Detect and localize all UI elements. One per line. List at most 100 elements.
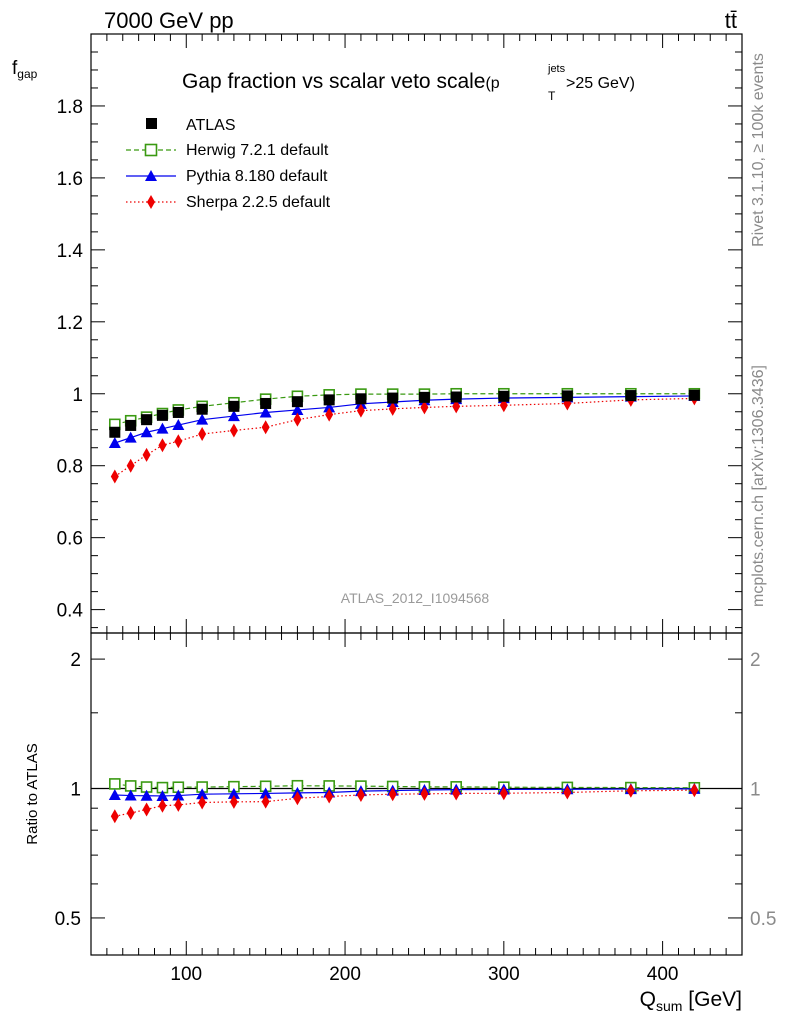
ratio-point-sherpa	[158, 798, 167, 813]
ratio-point-pythia	[124, 789, 137, 801]
data-point-sherpa	[110, 469, 119, 484]
data-point-atlas	[387, 392, 399, 404]
analysis-watermark: ATLAS_2012_I1094568	[341, 590, 490, 606]
y-tick-label: 1.4	[57, 241, 84, 262]
ratio-point-pythia	[140, 789, 153, 801]
data-point-atlas	[323, 394, 335, 406]
y-axis-label-main: f	[12, 58, 18, 79]
ratio-point-sherpa	[452, 786, 461, 801]
data-point-sherpa	[158, 438, 167, 453]
data-point-pythia	[227, 410, 240, 422]
data-point-pythia	[156, 422, 169, 434]
process-label: tt̄	[725, 8, 737, 33]
ratio-point-sherpa	[420, 786, 429, 801]
data-point-atlas	[260, 397, 272, 409]
y-tick-label: 1.8	[57, 97, 83, 118]
data-point-sherpa	[388, 401, 397, 416]
ratio-point-sherpa	[174, 797, 183, 812]
data-point-sherpa	[293, 412, 302, 427]
ratio-y-tick-label: 2	[70, 650, 81, 671]
series-atlas	[109, 389, 700, 438]
data-point-atlas	[561, 390, 573, 402]
legend-entry-pythia: Pythia 8.180 default	[126, 168, 328, 185]
ratio-point-sherpa	[325, 789, 334, 804]
data-point-sherpa	[452, 399, 461, 414]
plot-title: Gap fraction vs scalar veto scale(p	[182, 70, 500, 93]
main-panel: 0.4 0.6 0.8 1 1.2 1.4 1.6 1.8 Gap fraction vs s…	[12, 33, 743, 634]
y-tick-label: 1.2	[57, 313, 83, 334]
ratio-point-sherpa	[499, 786, 508, 801]
data-point-sherpa	[198, 427, 207, 442]
series-line-sherpa	[114, 397, 695, 478]
ratio-y-tick-label: 0.5	[55, 909, 81, 930]
ratio-point-sherpa	[690, 783, 699, 798]
ratio-point-sherpa	[110, 809, 119, 824]
title-cut-sup: jets	[547, 63, 566, 75]
y-tick-label: 0.4	[57, 601, 84, 622]
ratio-point-sherpa	[261, 794, 270, 809]
ratio-point-pythia	[156, 789, 169, 801]
rivet-version-label: Rivet 3.1.10, ≥ 100k events	[750, 53, 767, 247]
legend-marker-herwig	[144, 143, 158, 157]
data-point-atlas	[355, 393, 367, 405]
ratio-y-axis-label: Ratio to ATLAS	[24, 743, 41, 844]
data-point-atlas	[196, 403, 208, 415]
ratio-line-sherpa	[114, 789, 695, 817]
y-axis-label-sub: gap	[17, 67, 37, 81]
x-axis-label-main: Q	[640, 988, 656, 1011]
ratio-point-sherpa	[388, 787, 397, 802]
y-axis-label: fgap	[12, 58, 38, 81]
data-point-pythia	[124, 431, 137, 443]
data-point-atlas	[141, 414, 153, 426]
data-point-atlas	[450, 391, 462, 403]
ratio-point-sherpa	[563, 785, 572, 800]
ratio-panel: 0.5 0.5 1 1 2 2 100 200 300 400 Ratio to ATLAS	[24, 632, 776, 985]
ratio-point-pythia	[259, 787, 272, 799]
ratio-point-pythia	[227, 787, 240, 799]
title-cut-suffix: >25 GeV)	[566, 75, 635, 92]
data-point-sherpa	[174, 434, 183, 449]
data-point-atlas	[688, 389, 700, 401]
data-point-sherpa	[229, 423, 238, 438]
ratio-point-sherpa	[126, 806, 135, 821]
mcplots-label: mcplots.cern.ch [arXiv:1306.3436]	[750, 365, 767, 607]
legend-entry-herwig: Herwig 7.2.1 default	[126, 142, 329, 159]
ratio-y-tick-label-right: 0.5	[750, 909, 776, 930]
data-point-pythia	[172, 419, 185, 431]
main-panel-series	[108, 387, 701, 484]
data-point-sherpa	[356, 403, 365, 418]
data-point-atlas	[156, 409, 168, 421]
series-line-herwig	[114, 393, 695, 425]
data-point-sherpa	[142, 447, 151, 462]
data-point-atlas	[625, 390, 637, 402]
data-point-sherpa	[420, 400, 429, 415]
ratio-point-herwig	[124, 780, 137, 792]
main-panel-axes: 0.4 0.6 0.8 1 1.2 1.4 1.6 1.8	[57, 34, 742, 633]
ratio-panel-series	[91, 778, 742, 824]
data-point-pythia	[259, 406, 272, 418]
data-point-sherpa	[325, 407, 334, 422]
ratio-series-sherpa	[110, 783, 699, 824]
y-tick-label: 1.6	[57, 169, 83, 190]
legend: ATLAS Herwig 7.2.1 default Pythia 8.180 …	[126, 117, 331, 211]
x-axis-label-sub: sum	[656, 998, 682, 1014]
ratio-point-sherpa	[198, 795, 207, 810]
x-axis-label: Qsum [GeV]	[640, 988, 742, 1014]
ratio-panel-axes: 0.5 0.5 1 1 2 2 100 200 300 400	[55, 633, 776, 985]
data-point-atlas	[228, 400, 240, 412]
x-tick-label: 200	[329, 964, 361, 985]
data-point-pythia	[291, 403, 304, 415]
legend-marker-pythia	[145, 170, 157, 181]
legend-marker-atlas	[146, 118, 157, 129]
ratio-point-pythia	[196, 788, 209, 800]
x-axis-label-unit: [GeV]	[682, 988, 742, 1011]
plot-title-text: Gap fraction vs scalar veto scale	[182, 70, 485, 93]
ratio-point-sherpa	[293, 791, 302, 806]
ratio-point-herwig	[109, 778, 121, 790]
data-point-sherpa	[261, 420, 270, 435]
data-point-sherpa	[126, 458, 135, 473]
data-point-pythia	[140, 426, 153, 438]
ratio-point-sherpa	[626, 783, 635, 798]
beam-label: 7000 GeV pp	[104, 8, 234, 33]
